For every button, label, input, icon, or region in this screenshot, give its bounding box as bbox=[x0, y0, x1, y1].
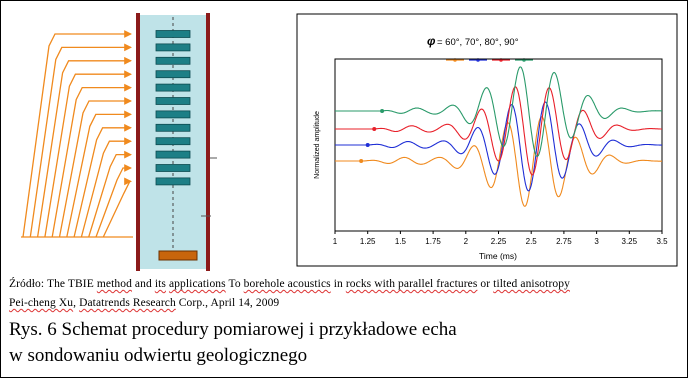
x-tick-label: 2.5 bbox=[526, 237, 538, 246]
citation-segment: Corp., April 14, 2009 bbox=[175, 297, 280, 309]
receiver bbox=[155, 177, 191, 186]
citation-segment: Datatrends Research bbox=[79, 297, 176, 309]
waveform-series-2 bbox=[335, 101, 662, 192]
acoustic-source bbox=[158, 250, 198, 261]
waveform-series-4 bbox=[335, 66, 662, 158]
legend-symbol: φ bbox=[427, 34, 436, 48]
receiver bbox=[155, 110, 191, 119]
ray-path bbox=[102, 177, 132, 238]
figure: φ = 60°, 70°, 80°, 90° 1 1.25 1.5 1.75 2 2.25… bbox=[21, 13, 678, 271]
ray-paths bbox=[21, 30, 133, 238]
onset-marker-1 bbox=[359, 159, 364, 163]
receiver bbox=[155, 56, 191, 65]
citation-segment: applications bbox=[168, 278, 226, 290]
citation-segment: , bbox=[73, 297, 80, 309]
receiver bbox=[155, 150, 191, 159]
receiver bbox=[155, 123, 191, 132]
ray-path bbox=[36, 56, 132, 238]
x-tick-label: 3.25 bbox=[622, 237, 638, 246]
borehole-schematic bbox=[21, 13, 217, 271]
chart-title: = 60°, 70°, 80°, 90° bbox=[437, 37, 519, 48]
citation-segment: rocks with parallel fractures bbox=[345, 278, 478, 290]
citation-segment: or bbox=[477, 278, 494, 290]
borehole-wall-right bbox=[206, 13, 210, 271]
citation-segment: To bbox=[225, 278, 244, 290]
figure-caption-line-1: Rys. 6 Schemat procedury pomiarowej i pr… bbox=[9, 319, 457, 340]
source-citation-line-1: Źródło: The TBIE method and its applicat… bbox=[9, 278, 570, 290]
ray-path bbox=[80, 137, 132, 238]
x-tick-label: 3.5 bbox=[656, 237, 668, 246]
figure-caption-line-2: w sondowaniu odwiertu geologicznego bbox=[9, 345, 308, 366]
x-axis-label: Time (ms) bbox=[479, 251, 517, 261]
ray-path bbox=[44, 70, 132, 238]
chart-frame bbox=[296, 13, 678, 267]
receiver bbox=[155, 137, 191, 146]
x-tick-label: 1 bbox=[333, 237, 338, 246]
x-tick-label: 1.5 bbox=[395, 237, 407, 246]
x-axis-ticks: 1 1.25 1.5 1.75 2 2.25 2.5 2.75 3 3.25 3.5 bbox=[333, 231, 668, 246]
waveforms bbox=[335, 66, 662, 207]
source-citation-line-2: Pei-cheng Xu, Datatrends Research Corp.,… bbox=[9, 297, 279, 309]
x-tick-label: 1.75 bbox=[425, 237, 441, 246]
waveform-series-1 bbox=[335, 116, 662, 207]
x-tick-label: 3 bbox=[594, 237, 599, 246]
receiver bbox=[155, 83, 191, 92]
ray-path bbox=[95, 164, 132, 238]
ray-path bbox=[51, 83, 132, 238]
receiver-array bbox=[155, 30, 191, 186]
onset-marker-4 bbox=[380, 109, 385, 113]
citation-segment: method bbox=[96, 278, 132, 290]
receiver bbox=[155, 97, 191, 105]
receiver bbox=[155, 164, 191, 172]
citation-segment: borehole acoustics bbox=[243, 278, 331, 290]
x-tick-label: 2 bbox=[464, 237, 469, 246]
citation-segment: its bbox=[154, 278, 166, 290]
receiver bbox=[155, 30, 191, 38]
citation-segment: in bbox=[330, 278, 346, 290]
receiver bbox=[155, 43, 191, 52]
waveform-chart: φ = 60°, 70°, 80°, 90° 1 1.25 1.5 1.75 2 2.25… bbox=[296, 13, 678, 267]
ray-path bbox=[66, 110, 132, 238]
ray-path bbox=[29, 43, 132, 238]
ray-path bbox=[73, 123, 132, 238]
y-axis-label: Normalized amplitude bbox=[314, 111, 321, 179]
onset-marker-3 bbox=[372, 127, 377, 131]
citation-segment: and bbox=[131, 278, 155, 290]
ray-path bbox=[22, 30, 132, 238]
citation-segment: Źródło: The TBIE bbox=[9, 278, 97, 290]
onset-marker-2 bbox=[365, 143, 370, 147]
citation-segment: Pei-cheng Xu bbox=[9, 297, 74, 309]
ray-path bbox=[88, 150, 132, 238]
x-tick-label: 2.75 bbox=[556, 237, 572, 246]
x-tick-label: 1.25 bbox=[360, 237, 376, 246]
ray-path bbox=[58, 97, 132, 238]
citation-segment: tilted anisotropy bbox=[493, 278, 570, 290]
waveform-series-3 bbox=[335, 86, 662, 176]
x-tick-label: 2.25 bbox=[491, 237, 507, 246]
receiver bbox=[155, 70, 191, 79]
borehole-wall-left bbox=[136, 13, 140, 271]
